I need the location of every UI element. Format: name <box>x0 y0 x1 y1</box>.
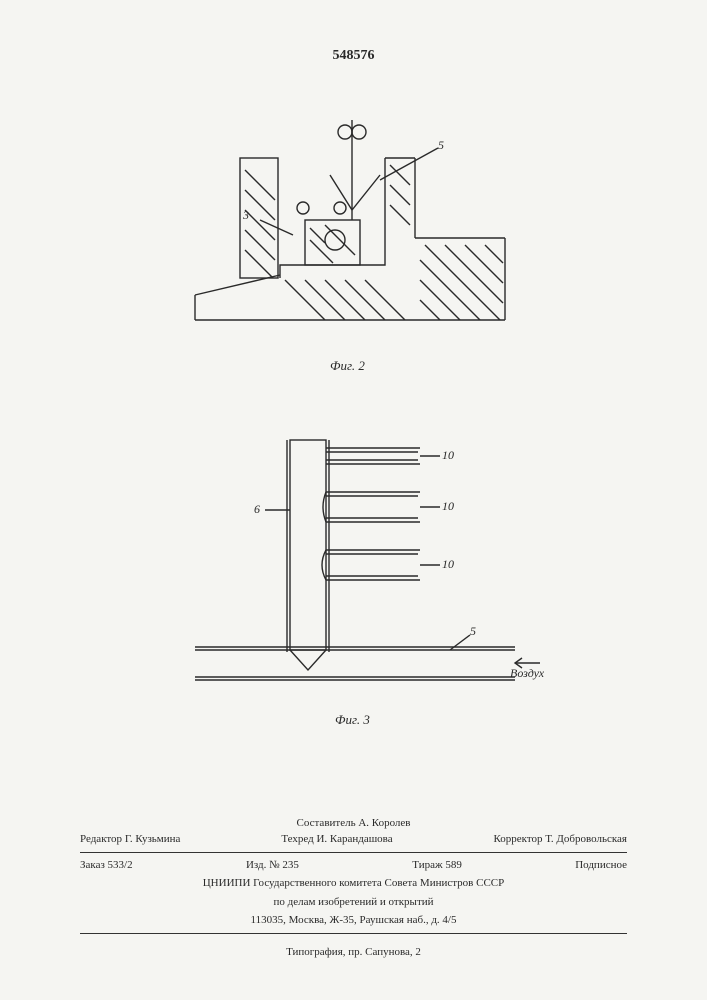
fig3-label-10a: 10 <box>442 448 454 463</box>
fig3-label-10c: 10 <box>442 557 454 572</box>
subscription: Подписное <box>575 857 627 874</box>
patent-number: 548576 <box>0 48 707 64</box>
printer-line: Типография, пр. Сапунова, 2 <box>80 944 627 961</box>
fig2-label-5: 5 <box>438 138 444 153</box>
compiler-label: Составитель <box>297 817 356 829</box>
fig2-label-3: 3 <box>243 208 249 223</box>
editor-name: Г. Кузьмина <box>125 833 181 845</box>
corrector-name: Т. Добровольская <box>545 833 627 845</box>
fig3-label-5: 5 <box>470 624 476 639</box>
figure-2-caption: Фиг. 2 <box>330 358 365 374</box>
figure-3: 10 10 10 6 5 Воздух <box>170 430 550 730</box>
fig3-label-6: 6 <box>254 502 260 517</box>
org-line1: ЦНИИПИ Государственного комитета Совета … <box>80 875 627 892</box>
figure-2-svg <box>185 120 515 340</box>
document-footer: Составитель А. Королев Редактор Г. Кузьм… <box>80 813 627 961</box>
corrector-label: Корректор <box>494 833 543 845</box>
editor-label: Редактор <box>80 833 122 845</box>
figure-2: 3 5 <box>185 120 515 370</box>
fig3-label-10b: 10 <box>442 499 454 514</box>
org-line2: по делам изобретений и открытий <box>80 894 627 911</box>
figure-3-caption: Фиг. 3 <box>335 712 370 728</box>
compiler-name: А. Королев <box>358 817 410 829</box>
order-number: Заказ 533/2 <box>80 857 133 874</box>
techred-label: Техред <box>281 833 313 845</box>
tirazh: Тираж 589 <box>412 857 462 874</box>
techred-name: И. Карандашова <box>316 833 392 845</box>
izd-number: Изд. № 235 <box>246 857 299 874</box>
address: 113035, Москва, Ж-35, Раушская наб., д. … <box>80 912 627 929</box>
fig3-air-label: Воздух <box>510 666 544 681</box>
figure-3-svg <box>170 430 550 710</box>
